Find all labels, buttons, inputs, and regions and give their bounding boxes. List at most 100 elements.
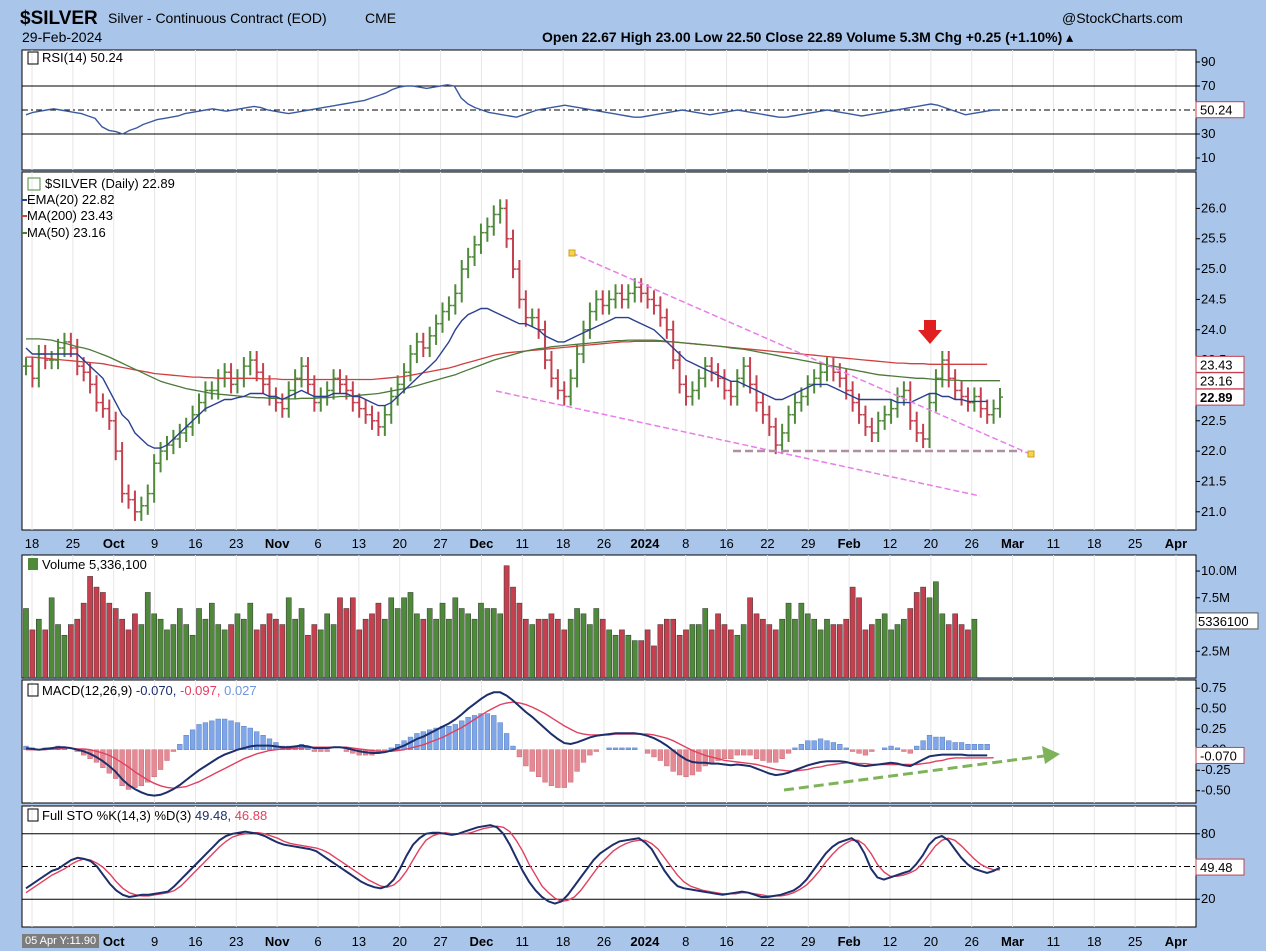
volume-bar — [221, 629, 228, 679]
macd-histogram-bar — [792, 747, 798, 750]
sto-k-value: 49.48, — [195, 808, 235, 823]
macd-histogram-bar — [606, 747, 612, 750]
rsi-line — [25, 84, 1000, 135]
volume-bar — [606, 629, 612, 679]
macd-histogram-bar — [952, 742, 958, 750]
volume-bar — [446, 618, 452, 679]
volume-bar — [753, 613, 760, 679]
ma200-label: MA(200) 23.43 — [27, 208, 113, 223]
volume-bar — [420, 618, 427, 679]
macd-label: MACD(12,26,9) -0.070, -0.097, 0.027 — [42, 683, 257, 698]
x-tick-label: 20 — [924, 536, 938, 551]
x-tick-label: 2024 — [630, 536, 660, 551]
trendline-handle — [568, 249, 576, 257]
macd-histogram-bar — [510, 745, 516, 750]
volume-tick-label: 2.5M — [1201, 643, 1230, 658]
volume-bar — [324, 613, 330, 679]
macd-histogram-bar — [760, 749, 766, 761]
macd-histogram-bar — [298, 744, 305, 750]
macd-histogram-bar — [305, 747, 311, 750]
macd-histogram-bar — [420, 731, 426, 750]
price-panel-icon — [27, 177, 41, 191]
x-tick-label-bottom: 11 — [1047, 934, 1061, 949]
volume-bar — [542, 618, 548, 679]
macd-histogram-bar — [798, 744, 805, 750]
macd-histogram-bar — [676, 749, 683, 776]
trendline-handle — [1027, 450, 1035, 458]
macd-histogram-bar — [113, 749, 119, 779]
volume-bar — [183, 624, 190, 679]
volume-label: Volume 5,336,100 — [42, 557, 147, 572]
ma200-value-tag: 23.43 — [1200, 357, 1233, 372]
volume-bar — [555, 618, 561, 679]
volume-bar — [548, 613, 555, 679]
price-tick-label: 25.5 — [1201, 231, 1226, 246]
macd-label-part: MACD(12,26,9) — [42, 683, 136, 698]
sto-d-value: 46.88 — [235, 808, 268, 823]
x-tick-label-bottom: Oct — [103, 934, 125, 949]
volume-bar — [836, 624, 843, 679]
macd-histogram-bar — [644, 749, 651, 754]
macd-value-tag: -0.070 — [1200, 748, 1237, 763]
volume-bar — [971, 618, 978, 679]
macd-histogram-bar — [471, 715, 478, 750]
upper-trendline — [571, 252, 1031, 455]
volume-bar — [388, 597, 395, 679]
macd-histogram-bar — [824, 740, 830, 750]
x-tick-label-bottom: Mar — [1001, 934, 1024, 949]
volume-bar — [804, 613, 811, 679]
x-tick-label: 29 — [801, 536, 815, 551]
price-tick-label: 21.5 — [1201, 473, 1226, 488]
ema-label: EMA(20) 22.82 — [27, 192, 114, 207]
macd-histogram-bar — [728, 749, 734, 759]
macd-histogram-bar — [984, 744, 990, 750]
volume-bar — [298, 608, 305, 679]
macd-histogram-bar — [266, 738, 273, 750]
volume-bar — [651, 645, 657, 679]
volume-bar — [407, 592, 414, 679]
volume-bar — [503, 565, 510, 679]
volume-bar — [907, 608, 914, 679]
volume-bar — [68, 624, 74, 679]
rsi-label: RSI(14) 50.24 — [42, 50, 123, 65]
volume-bar — [29, 629, 36, 679]
volume-bar — [311, 624, 318, 679]
volume-bar — [728, 629, 734, 679]
volume-bar — [894, 624, 901, 679]
volume-tick-label: 7.5M — [1201, 590, 1230, 605]
macd-histogram-bar — [901, 749, 907, 752]
macd-histogram-bar — [318, 749, 324, 752]
volume-bar — [426, 608, 433, 679]
volume-bar — [593, 608, 600, 679]
ema20-line — [25, 307, 988, 449]
macd-histogram-bar — [119, 749, 125, 787]
x-tick-label: 16 — [719, 536, 733, 551]
x-tick-label: 13 — [352, 536, 366, 551]
volume-bar — [580, 613, 587, 679]
sto-panel-icon — [27, 808, 39, 822]
volume-bar — [644, 629, 651, 679]
macd-histogram-bar — [452, 724, 458, 750]
macd-tick-label: -0.25 — [1201, 762, 1231, 777]
x-tick-label: 18 — [25, 536, 39, 551]
volume-bar — [881, 613, 888, 679]
volume-bar — [670, 618, 677, 679]
volume-bar — [337, 597, 343, 679]
x-tick-label: 8 — [682, 536, 689, 551]
macd-histogram-bar — [459, 720, 465, 750]
macd-histogram-bar — [491, 715, 497, 750]
macd-histogram-bar — [856, 749, 862, 754]
volume-bar — [157, 618, 164, 679]
sto-frame — [21, 805, 1197, 928]
macd-histogram-bar — [247, 727, 253, 750]
volume-bar — [612, 634, 619, 679]
volume-bar — [785, 602, 792, 679]
price-tick-label: 26.0 — [1201, 200, 1226, 215]
volume-bar — [144, 592, 151, 679]
volume-bar — [888, 629, 894, 679]
x-tick-label: 26 — [597, 536, 611, 551]
volume-bar — [317, 629, 324, 679]
volume-bar — [760, 618, 766, 679]
macd-histogram-bar — [215, 718, 221, 750]
macd-histogram-bar — [715, 749, 721, 761]
